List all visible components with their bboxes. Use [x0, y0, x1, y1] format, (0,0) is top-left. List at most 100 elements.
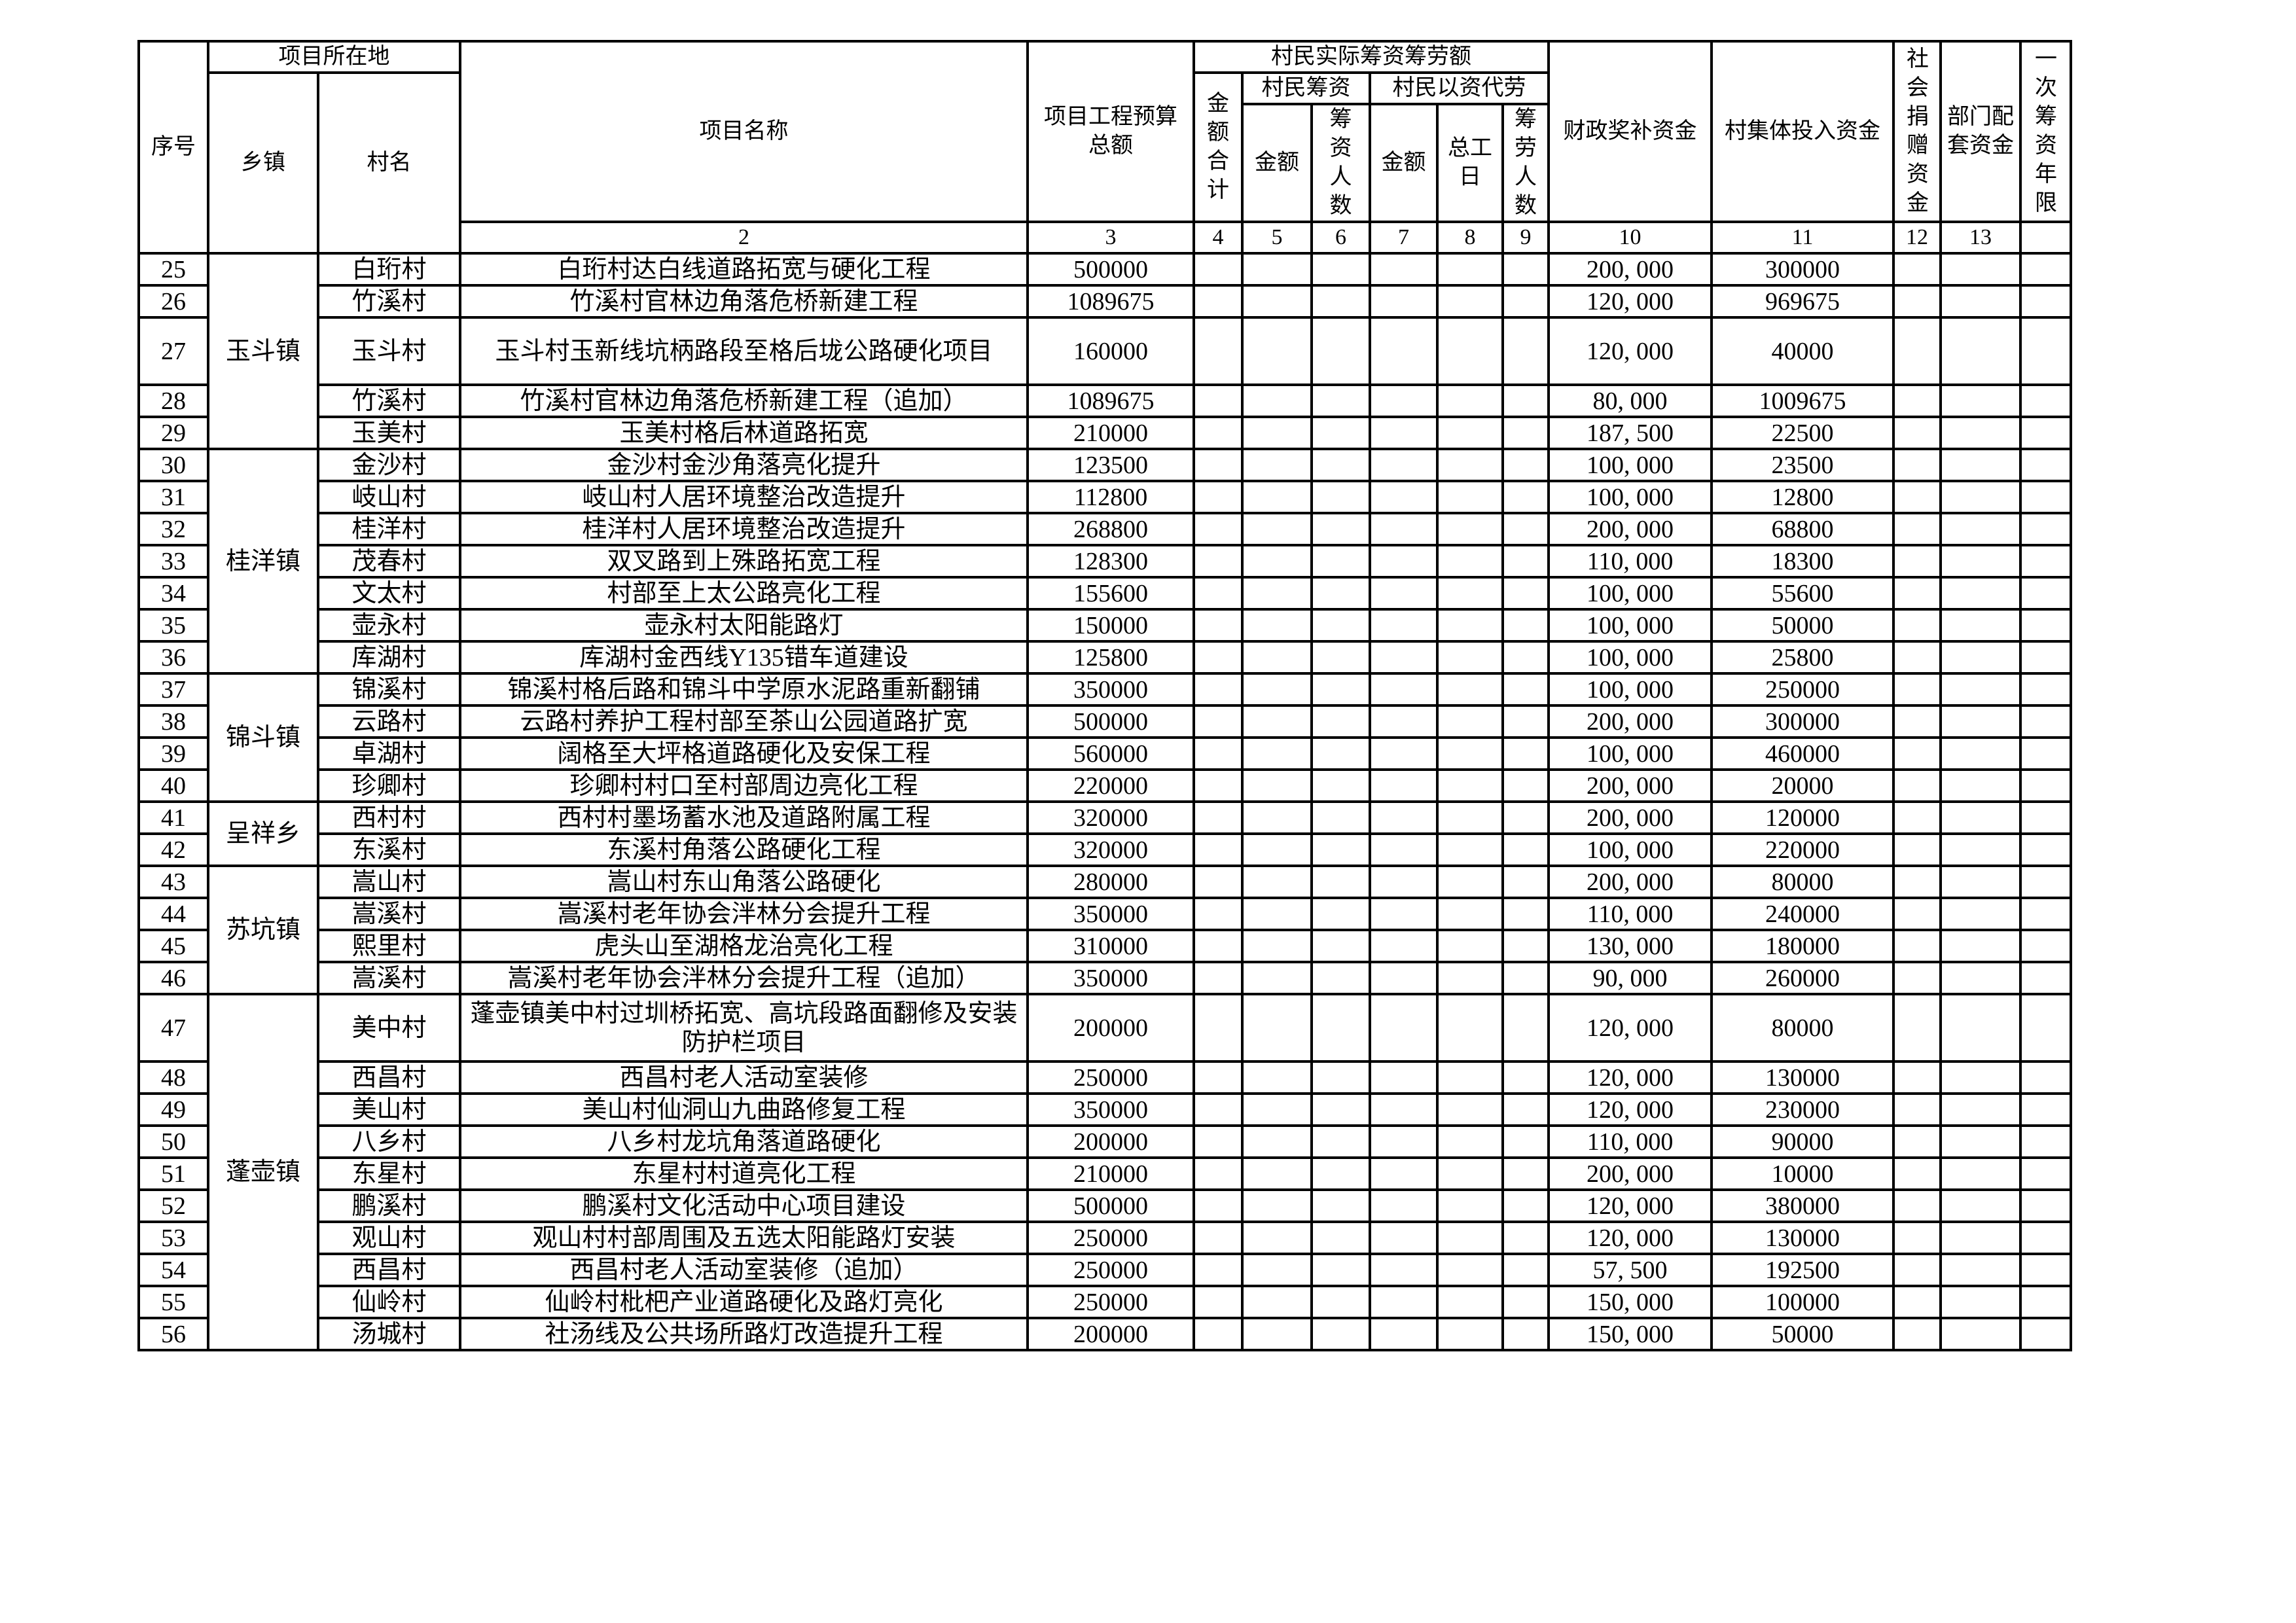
- fund-people-cell: [1310, 832, 1371, 867]
- fund-people-cell: [1310, 512, 1371, 546]
- donation-cell: [1892, 316, 1943, 386]
- labor-amount-cell: [1369, 1253, 1439, 1287]
- amount-total-cell: [1193, 768, 1244, 803]
- table-row: 53 观山村 观山村村部周围及五选太阳能路灯安装 250000 120, 000 1300…: [137, 1221, 2073, 1255]
- header-villager-total: 村民实际筹资筹劳额: [1192, 40, 1551, 74]
- workdays-cell: [1436, 512, 1504, 546]
- fund-people-cell: [1310, 736, 1371, 771]
- row-number: 30: [137, 448, 209, 482]
- dept-fund-cell: [1939, 1221, 2022, 1255]
- budget-cell: 500000: [1026, 704, 1195, 739]
- table-row: 44 嵩溪村 嵩溪村老年协会泮林分会提升工程 350000 110, 000 240000: [137, 897, 2073, 931]
- collective-fund-cell: 240000: [1710, 897, 1895, 931]
- budget-cell: 1089675: [1026, 284, 1195, 319]
- village-cell: 嵩山村: [317, 865, 461, 899]
- table-row: 46 嵩溪村 嵩溪村老年协会泮林分会提升工程（追加） 350000 90, 000 260…: [137, 961, 2073, 995]
- workdays-cell: [1436, 1156, 1504, 1191]
- dept-fund-cell: [1939, 672, 2022, 707]
- collective-fund-cell: 120000: [1710, 800, 1895, 835]
- labor-amount-cell: [1369, 929, 1439, 963]
- budget-cell: 500000: [1026, 252, 1195, 287]
- fiscal-subsidy-cell: 120, 000: [1547, 316, 1713, 386]
- project-name-cell: 阔格至大坪格道路硬化及安保工程: [459, 736, 1029, 771]
- amount-total-cell: [1193, 1092, 1244, 1127]
- project-name-cell: 东星村村道亮化工程: [459, 1156, 1029, 1191]
- budget-cell: 250000: [1026, 1221, 1195, 1255]
- row-number: 34: [137, 576, 209, 611]
- row-number: 46: [137, 961, 209, 995]
- fund-amount-cell: [1241, 1221, 1313, 1255]
- row-number: 35: [137, 608, 209, 643]
- table-row: 28 竹溪村 竹溪村官林边角落危桥新建工程（追加） 1089675 80, 000 100…: [137, 383, 2073, 418]
- workdays-cell: [1436, 1253, 1504, 1287]
- project-name-cell: 社汤线及公共场所路灯改造提升工程: [459, 1317, 1029, 1351]
- labor-amount-cell: [1369, 865, 1439, 899]
- table-row: 50 八乡村 八乡村龙坑角落道路硬化 200000 110, 000 90000: [137, 1124, 2073, 1159]
- labor-people-cell: [1501, 961, 1551, 995]
- fund-people-cell: [1310, 383, 1371, 418]
- workdays-cell: [1436, 284, 1504, 319]
- fund-people-cell: [1310, 1124, 1371, 1159]
- fund-amount-cell: [1241, 929, 1313, 963]
- row-number: 38: [137, 704, 209, 739]
- fund-amount-cell: [1241, 832, 1313, 867]
- years-cell: [2019, 832, 2073, 867]
- labor-amount-cell: [1369, 640, 1439, 675]
- village-cell: 八乡村: [317, 1124, 461, 1159]
- row-number: 28: [137, 383, 209, 418]
- dept-fund-cell: [1939, 1156, 2022, 1191]
- table-row: 34 文太村 村部至上太公路亮化工程 155600 100, 000 55600: [137, 576, 2073, 611]
- collective-fund-cell: 250000: [1710, 672, 1895, 707]
- table-row: 38 云路村 云路村养护工程村部至茶山公园道路扩宽 500000 200, 000 300…: [137, 704, 2073, 739]
- collective-fund-cell: 40000: [1710, 316, 1895, 386]
- project-name-cell: 嵩溪村老年协会泮林分会提升工程: [459, 897, 1029, 931]
- column-number: 6: [1310, 221, 1371, 255]
- fund-people-cell: [1310, 1221, 1371, 1255]
- village-cell: 汤城村: [317, 1317, 461, 1351]
- donation-cell: [1892, 252, 1943, 287]
- fund-people-cell: [1310, 1092, 1371, 1127]
- village-cell: 东星村: [317, 1156, 461, 1191]
- workdays-cell: [1436, 961, 1504, 995]
- row-number: 49: [137, 1092, 209, 1127]
- row-number: 55: [137, 1285, 209, 1319]
- years-cell: [2019, 865, 2073, 899]
- years-cell: [2019, 1221, 2073, 1255]
- project-name-cell: 壶永村太阳能路灯: [459, 608, 1029, 643]
- amount-total-cell: [1193, 865, 1244, 899]
- fiscal-subsidy-cell: 100, 000: [1547, 576, 1713, 611]
- dept-fund-cell: [1939, 961, 2022, 995]
- amount-total-cell: [1193, 1156, 1244, 1191]
- fiscal-subsidy-cell: 100, 000: [1547, 672, 1713, 707]
- header-seq: 序号: [137, 40, 209, 255]
- table-row: 33 茂春村 双叉路到上殊路拓宽工程 128300 110, 000 18300: [137, 544, 2073, 579]
- project-name-cell: 玉斗村玉新线坑柄路段至格后垅公路硬化项目: [459, 316, 1029, 386]
- budget-cell: 155600: [1026, 576, 1195, 611]
- amount-total-cell: [1193, 1060, 1244, 1095]
- budget-cell: 268800: [1026, 512, 1195, 546]
- project-name-cell: 双叉路到上殊路拓宽工程: [459, 544, 1029, 579]
- fiscal-subsidy-cell: 90, 000: [1547, 961, 1713, 995]
- donation-cell: [1892, 1124, 1943, 1159]
- table-row: 31 岐山村 岐山村人居环境整治改造提升 112800 100, 000 12800: [137, 480, 2073, 514]
- workdays-cell: [1436, 1285, 1504, 1319]
- fund-people-cell: [1310, 284, 1371, 319]
- fund-amount-cell: [1241, 252, 1313, 287]
- fiscal-subsidy-cell: 150, 000: [1547, 1317, 1713, 1351]
- fiscal-subsidy-cell: 100, 000: [1547, 640, 1713, 675]
- table-row: 40 珍卿村 珍卿村村口至村部周边亮化工程 220000 200, 000 20000: [137, 768, 2073, 803]
- fund-people-cell: [1310, 865, 1371, 899]
- collective-fund-cell: 380000: [1710, 1188, 1895, 1223]
- collective-fund-cell: 80000: [1710, 865, 1895, 899]
- dept-fund-cell: [1939, 1285, 2022, 1319]
- years-cell: [2019, 416, 2073, 450]
- project-name-cell: 西昌村老人活动室装修: [459, 1060, 1029, 1095]
- fund-people-cell: [1310, 672, 1371, 707]
- project-name-cell: 玉美村格后林道路拓宽: [459, 416, 1029, 450]
- years-cell: [2019, 736, 2073, 771]
- collective-fund-cell: 260000: [1710, 961, 1895, 995]
- budget-cell: 250000: [1026, 1060, 1195, 1095]
- budget-cell: 160000: [1026, 316, 1195, 386]
- labor-people-cell: [1501, 448, 1551, 482]
- fund-amount-cell: [1241, 416, 1313, 450]
